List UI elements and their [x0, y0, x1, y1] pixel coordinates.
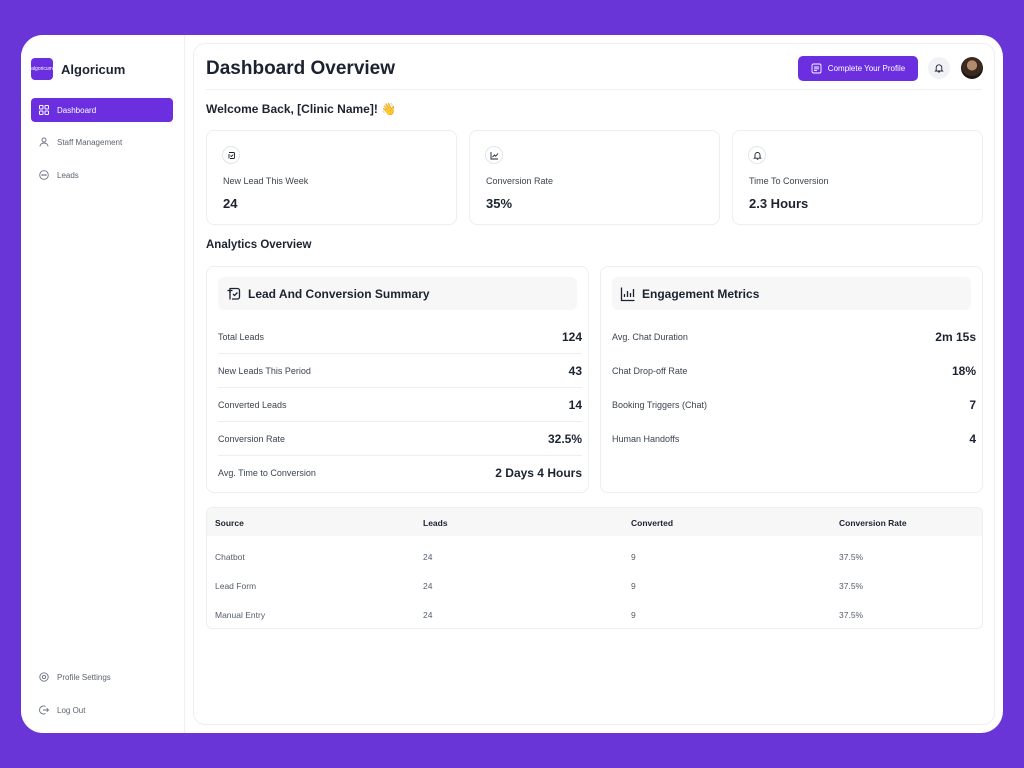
row-label: Avg. Time to Conversion [218, 468, 316, 478]
column-header: Source [215, 518, 244, 528]
table-cell: 9 [631, 581, 636, 591]
sidebar-item-dashboard[interactable]: Dashboard [31, 98, 173, 122]
notifications-button[interactable] [928, 57, 950, 79]
sidebar-item-label: Leads [57, 170, 79, 180]
column-header: Conversion Rate [839, 518, 907, 528]
stat-card-new-leads: New Lead This Week 24 [206, 130, 457, 225]
row-label: New Leads This Period [218, 365, 311, 376]
sidebar-item-staff-management[interactable]: Staff Management [31, 130, 173, 154]
engagement-panel: Engagement Metrics Avg. Chat Duration 2m … [600, 266, 983, 493]
table-header: Source Leads Converted Conversion Rate [207, 508, 982, 536]
main-content: Dashboard Overview Complete Your Profile… [193, 43, 995, 725]
panel-header: Lead And Conversion Summary [218, 277, 577, 310]
sidebar: algoricum Algoricum Dashboard Staff Mana… [21, 35, 185, 733]
table-cell: 37.5% [839, 552, 864, 562]
row-value: 32.5% [547, 431, 582, 446]
row-value: 14 [568, 397, 582, 412]
list-item: Total Leads 124 [218, 320, 582, 354]
row-value: 4 [969, 432, 976, 446]
list-item: Conversion Rate 32.5% [218, 422, 582, 456]
stat-value: 35% [486, 196, 513, 211]
sidebar-item-label: Profile Settings [57, 672, 111, 682]
analytics-title: Analytics Overview [206, 239, 312, 251]
panel-title: Engagement Metrics [642, 286, 760, 301]
list-item: Human Handoffs 4 [612, 422, 976, 456]
table-cell: 37.5% [839, 610, 864, 620]
row-label: Converted Leads [218, 399, 287, 410]
stat-label: New Lead This Week [223, 176, 309, 186]
stat-label: Conversion Rate [486, 176, 554, 186]
list-item: Booking Triggers (Chat) 7 [612, 388, 976, 422]
stat-label: Time To Conversion [749, 176, 829, 186]
sidebar-item-label: Dashboard [57, 105, 97, 115]
table-cell: Lead Form [215, 581, 257, 591]
header-divider [206, 89, 982, 90]
row-value: 43 [568, 363, 582, 378]
chart-icon [620, 287, 635, 301]
column-header: Converted [631, 518, 674, 528]
sidebar-item-profile-settings[interactable]: Profile Settings [31, 665, 173, 689]
settings-icon [39, 672, 49, 682]
row-label: Human Handoffs [612, 434, 680, 444]
table-cell: 9 [631, 552, 636, 562]
list-item: New Leads This Period 43 [218, 354, 582, 388]
lead-summary-panel: Lead And Conversion Summary Total Leads 1… [206, 266, 589, 493]
table-cell: 37.5% [839, 581, 864, 591]
list-item: Chat Drop-off Rate 18% [612, 354, 976, 388]
page-title: Dashboard Overview [206, 58, 396, 79]
app-window: algoricum Algoricum Dashboard Staff Mana… [21, 35, 1003, 733]
row-label: Booking Triggers (Chat) [612, 400, 708, 410]
lead-icon [222, 146, 240, 164]
bell-icon [748, 146, 766, 164]
brand-logo: algoricum [31, 58, 53, 80]
row-label: Total Leads [218, 331, 265, 342]
panel-header: Engagement Metrics [612, 277, 971, 310]
chart-icon [485, 146, 503, 164]
sidebar-item-log-out[interactable]: Log Out [31, 698, 173, 722]
row-value: 124 [561, 329, 582, 344]
lead-icon [227, 287, 241, 300]
table-cell: 24 [423, 581, 433, 591]
table-cell: 24 [423, 610, 433, 620]
table-cell: 9 [631, 610, 636, 620]
sidebar-item-label: Log Out [57, 705, 86, 715]
stat-value: 24 [223, 196, 238, 211]
bell-icon [934, 64, 944, 73]
grid-icon [39, 105, 49, 115]
brand-name: Algoricum [61, 61, 126, 77]
brand[interactable]: algoricum Algoricum [31, 58, 125, 80]
row-value: 2 Days 4 Hours [495, 466, 582, 480]
row-label: Chat Drop-off Rate [612, 366, 688, 376]
cta-label: Complete Your Profile [827, 64, 906, 73]
chat-icon [39, 170, 49, 180]
sidebar-item-leads[interactable]: Leads [31, 163, 173, 187]
row-value: 2m 15s [935, 330, 976, 344]
row-label: Conversion Rate [218, 433, 286, 444]
table-cell: Chatbot [215, 552, 245, 562]
row-label: Avg. Chat Duration [612, 332, 688, 342]
row-value: 7 [969, 398, 976, 412]
complete-profile-button[interactable]: Complete Your Profile [798, 56, 918, 81]
users-icon [39, 137, 49, 147]
stat-card-conversion-rate: Conversion Rate 35% [469, 130, 720, 225]
avatar[interactable] [961, 57, 983, 79]
logout-icon [39, 705, 49, 715]
sidebar-item-label: Staff Management [57, 137, 123, 147]
list-item: Avg. Chat Duration 2m 15s [612, 320, 976, 354]
document-icon [811, 63, 822, 74]
table-cell: Manual Entry [215, 610, 266, 620]
row-value: 18% [951, 364, 976, 378]
list-item: Avg. Time to Conversion 2 Days 4 Hours [218, 456, 582, 490]
list-item: Converted Leads 14 [218, 388, 582, 422]
source-table: Source Leads Converted Conversion Rate C… [206, 507, 983, 629]
column-header: Leads [423, 518, 448, 528]
stat-card-time-to-conversion: Time To Conversion 2.3 Hours [732, 130, 983, 225]
welcome-message: Welcome Back, [Clinic Name]! 👋 [206, 102, 397, 116]
table-cell: 24 [423, 552, 433, 562]
panel-title: Lead And Conversion Summary [248, 286, 430, 301]
stat-value: 2.3 Hours [749, 196, 809, 211]
